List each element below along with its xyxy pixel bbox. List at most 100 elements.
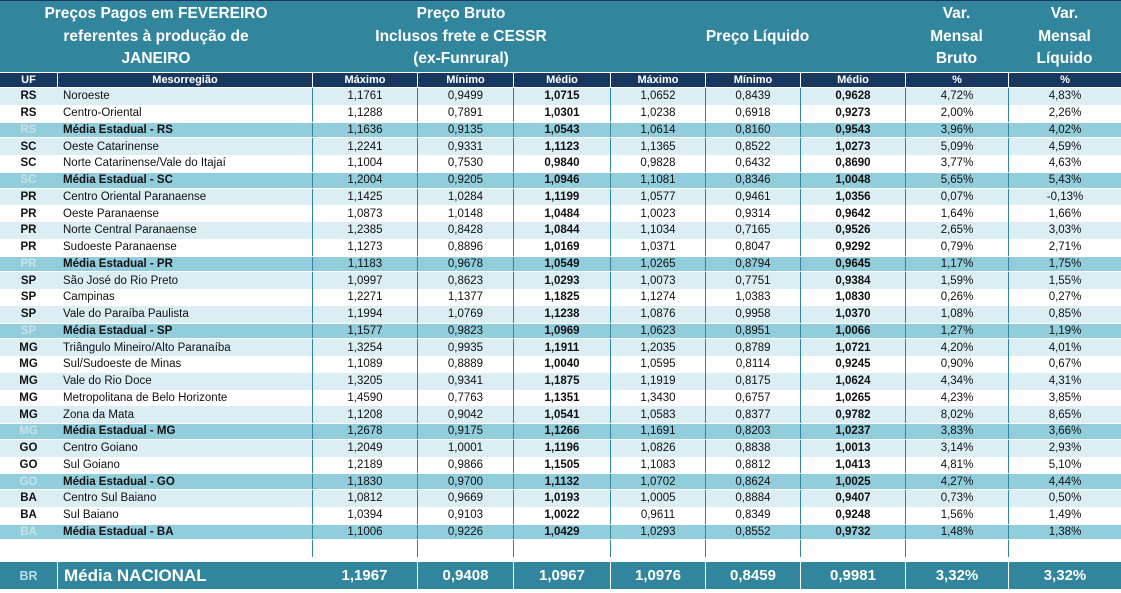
bruto-medio-cell: 1,1123 bbox=[513, 138, 610, 155]
var-bruto-cell: 4,27% bbox=[905, 474, 1008, 489]
region-cell: Média Estadual - RS bbox=[63, 123, 173, 136]
var-liquido-cell: 2,26% bbox=[1008, 104, 1121, 122]
liquido-medio-cell: 0,9628 bbox=[800, 88, 905, 105]
region-cell: Sul/Sudoeste de Minas bbox=[63, 358, 182, 371]
bruto-medio-cell: 1,1199 bbox=[513, 188, 610, 206]
liquido-medio-cell: 0,9248 bbox=[800, 506, 905, 524]
region-cell: Sudoeste Paranaense bbox=[63, 241, 177, 254]
report-title-line1: Preços Pagos em FEVEREIRO bbox=[44, 5, 268, 22]
region-cell: Média Estadual - SP bbox=[63, 324, 173, 337]
var-liquido-cell: 3,85% bbox=[1008, 389, 1121, 407]
liquido-minimo-cell: 0,8794 bbox=[705, 256, 800, 272]
liquido-minimo-cell: 0,6918 bbox=[705, 104, 800, 122]
column-header-liquido-maximo: Máximo bbox=[610, 73, 705, 87]
uf-cell: MG bbox=[19, 341, 38, 354]
net-price-group-header: Preço Líquido bbox=[610, 1, 905, 72]
table-row: MG Zona da Mata 1,1208 0,9042 1,0541 1,0583 0,… bbox=[0, 406, 1121, 423]
liquido-medio-cell: 1,0265 bbox=[800, 389, 905, 407]
footer-gap bbox=[0, 557, 1121, 562]
bruto-minimo-cell: 0,9175 bbox=[417, 424, 513, 439]
liquido-maximo-cell: 1,1691 bbox=[610, 424, 705, 439]
bruto-maximo-cell: 1,1183 bbox=[312, 256, 417, 272]
bruto-minimo-cell: 1,0284 bbox=[417, 188, 513, 206]
var-bruto-cell: 1,59% bbox=[905, 272, 1008, 289]
var-liquido-cell: 4,02% bbox=[1008, 122, 1121, 138]
var-bruto-cell: 0,73% bbox=[905, 490, 1008, 507]
liquido-maximo-cell: 1,1034 bbox=[610, 222, 705, 239]
table-row: PR Norte Central Paranaense 1,2385 0,8428 1,… bbox=[0, 222, 1121, 239]
var-liquido-cell: 5,10% bbox=[1008, 456, 1121, 474]
liquido-maximo-cell: 1,0976 bbox=[610, 562, 705, 589]
var-liquido-cell: 4,59% bbox=[1008, 138, 1121, 155]
uf-cell: GO bbox=[19, 442, 38, 455]
liquido-medio-cell bbox=[800, 540, 905, 557]
table-row: MG Triângulo Mineiro/Alto Paranaíba 1,3254… bbox=[0, 339, 1121, 356]
var-bruto-cell: 1,27% bbox=[905, 323, 1008, 339]
bruto-medio-cell: 1,0969 bbox=[513, 323, 610, 339]
liquido-maximo-cell: 1,0595 bbox=[610, 356, 705, 373]
region-cell: Centro Oriental Paranaense bbox=[63, 190, 207, 203]
region-cell: Vale do Paraíba Paulista bbox=[63, 308, 189, 321]
liquido-medio-cell: 1,0370 bbox=[800, 305, 905, 323]
bruto-medio-cell: 1,1911 bbox=[513, 339, 610, 356]
region-cell bbox=[57, 540, 312, 557]
var-bruto-cell: 3,96% bbox=[905, 122, 1008, 138]
liquido-minimo-cell: 0,8377 bbox=[705, 406, 800, 423]
region-cell: Média Estadual - PR bbox=[63, 257, 173, 270]
bruto-maximo-cell: 1,0394 bbox=[312, 506, 417, 524]
bruto-maximo-cell: 1,2189 bbox=[312, 456, 417, 474]
var-liquido-cell: 3,03% bbox=[1008, 222, 1121, 239]
liquido-medio-cell: 0,9273 bbox=[800, 104, 905, 122]
uf-cell: GO bbox=[19, 475, 38, 488]
var-liquido-cell: 4,31% bbox=[1008, 372, 1121, 390]
bruto-maximo-cell: 1,1288 bbox=[312, 104, 417, 122]
liquido-maximo-cell: 1,0826 bbox=[610, 439, 705, 457]
liquido-maximo-cell: 1,0238 bbox=[610, 104, 705, 122]
liquido-minimo-cell bbox=[705, 540, 800, 557]
bruto-medio-cell: 1,1351 bbox=[513, 389, 610, 407]
bruto-maximo-cell: 1,1425 bbox=[312, 188, 417, 206]
uf-cell: MG bbox=[19, 391, 38, 404]
state-average-row: MG Média Estadual - MG 1,2678 0,9175 1,1266 1… bbox=[0, 423, 1121, 440]
bruto-maximo-cell: 1,3205 bbox=[312, 372, 417, 390]
var-net-line3: Líquido bbox=[1036, 50, 1093, 67]
uf-cell: SP bbox=[20, 291, 37, 304]
liquido-maximo-cell: 1,0073 bbox=[610, 272, 705, 289]
liquido-minimo-cell: 0,9314 bbox=[705, 205, 800, 222]
column-header-var-liquido-pct: % bbox=[1008, 73, 1121, 87]
liquido-maximo-cell bbox=[610, 540, 705, 557]
var-liquido-cell: 1,38% bbox=[1008, 524, 1121, 540]
bruto-medio-cell: 1,0715 bbox=[513, 88, 610, 105]
liquido-medio-cell: 0,9642 bbox=[800, 205, 905, 222]
bruto-maximo-cell: 1,2271 bbox=[312, 289, 417, 306]
var-liquido-cell: 0,85% bbox=[1008, 305, 1121, 323]
liquido-medio-cell: 1,0013 bbox=[800, 439, 905, 457]
var-liquido-cell: 2,71% bbox=[1008, 238, 1121, 256]
uf-cell: RS bbox=[20, 123, 37, 136]
uf-cell: BR bbox=[19, 568, 38, 583]
region-cell: Média Estadual - BA bbox=[63, 525, 174, 538]
bruto-minimo-cell: 0,8896 bbox=[417, 238, 513, 256]
var-bruto-cell: 0,26% bbox=[905, 289, 1008, 306]
var-liquido-cell: 8,65% bbox=[1008, 406, 1121, 423]
liquido-minimo-cell: 1,0383 bbox=[705, 289, 800, 306]
liquido-minimo-cell: 0,8552 bbox=[705, 524, 800, 540]
bruto-medio-cell: 1,0946 bbox=[513, 172, 610, 188]
var-bruto-cell: 4,72% bbox=[905, 88, 1008, 105]
liquido-maximo-cell: 1,0614 bbox=[610, 122, 705, 138]
bruto-minimo-cell: 0,9678 bbox=[417, 256, 513, 272]
empty-row bbox=[0, 540, 1121, 557]
bruto-minimo-cell: 0,9866 bbox=[417, 456, 513, 474]
bruto-minimo-cell: 0,9499 bbox=[417, 88, 513, 105]
liquido-maximo-cell: 1,1274 bbox=[610, 289, 705, 306]
uf-cell: BA bbox=[20, 525, 37, 538]
bruto-medio-cell: 1,0967 bbox=[513, 562, 610, 589]
var-liquido-cell: 4,63% bbox=[1008, 155, 1121, 172]
liquido-maximo-cell: 1,0023 bbox=[610, 205, 705, 222]
bruto-maximo-cell: 1,1577 bbox=[312, 323, 417, 339]
region-cell: Sul Goiano bbox=[63, 458, 120, 471]
var-bruto-cell: 4,81% bbox=[905, 456, 1008, 474]
bruto-maximo-cell: 1,0812 bbox=[312, 490, 417, 507]
bruto-maximo-cell: 1,0997 bbox=[312, 272, 417, 289]
region-cell: Sul Baiano bbox=[63, 509, 119, 522]
